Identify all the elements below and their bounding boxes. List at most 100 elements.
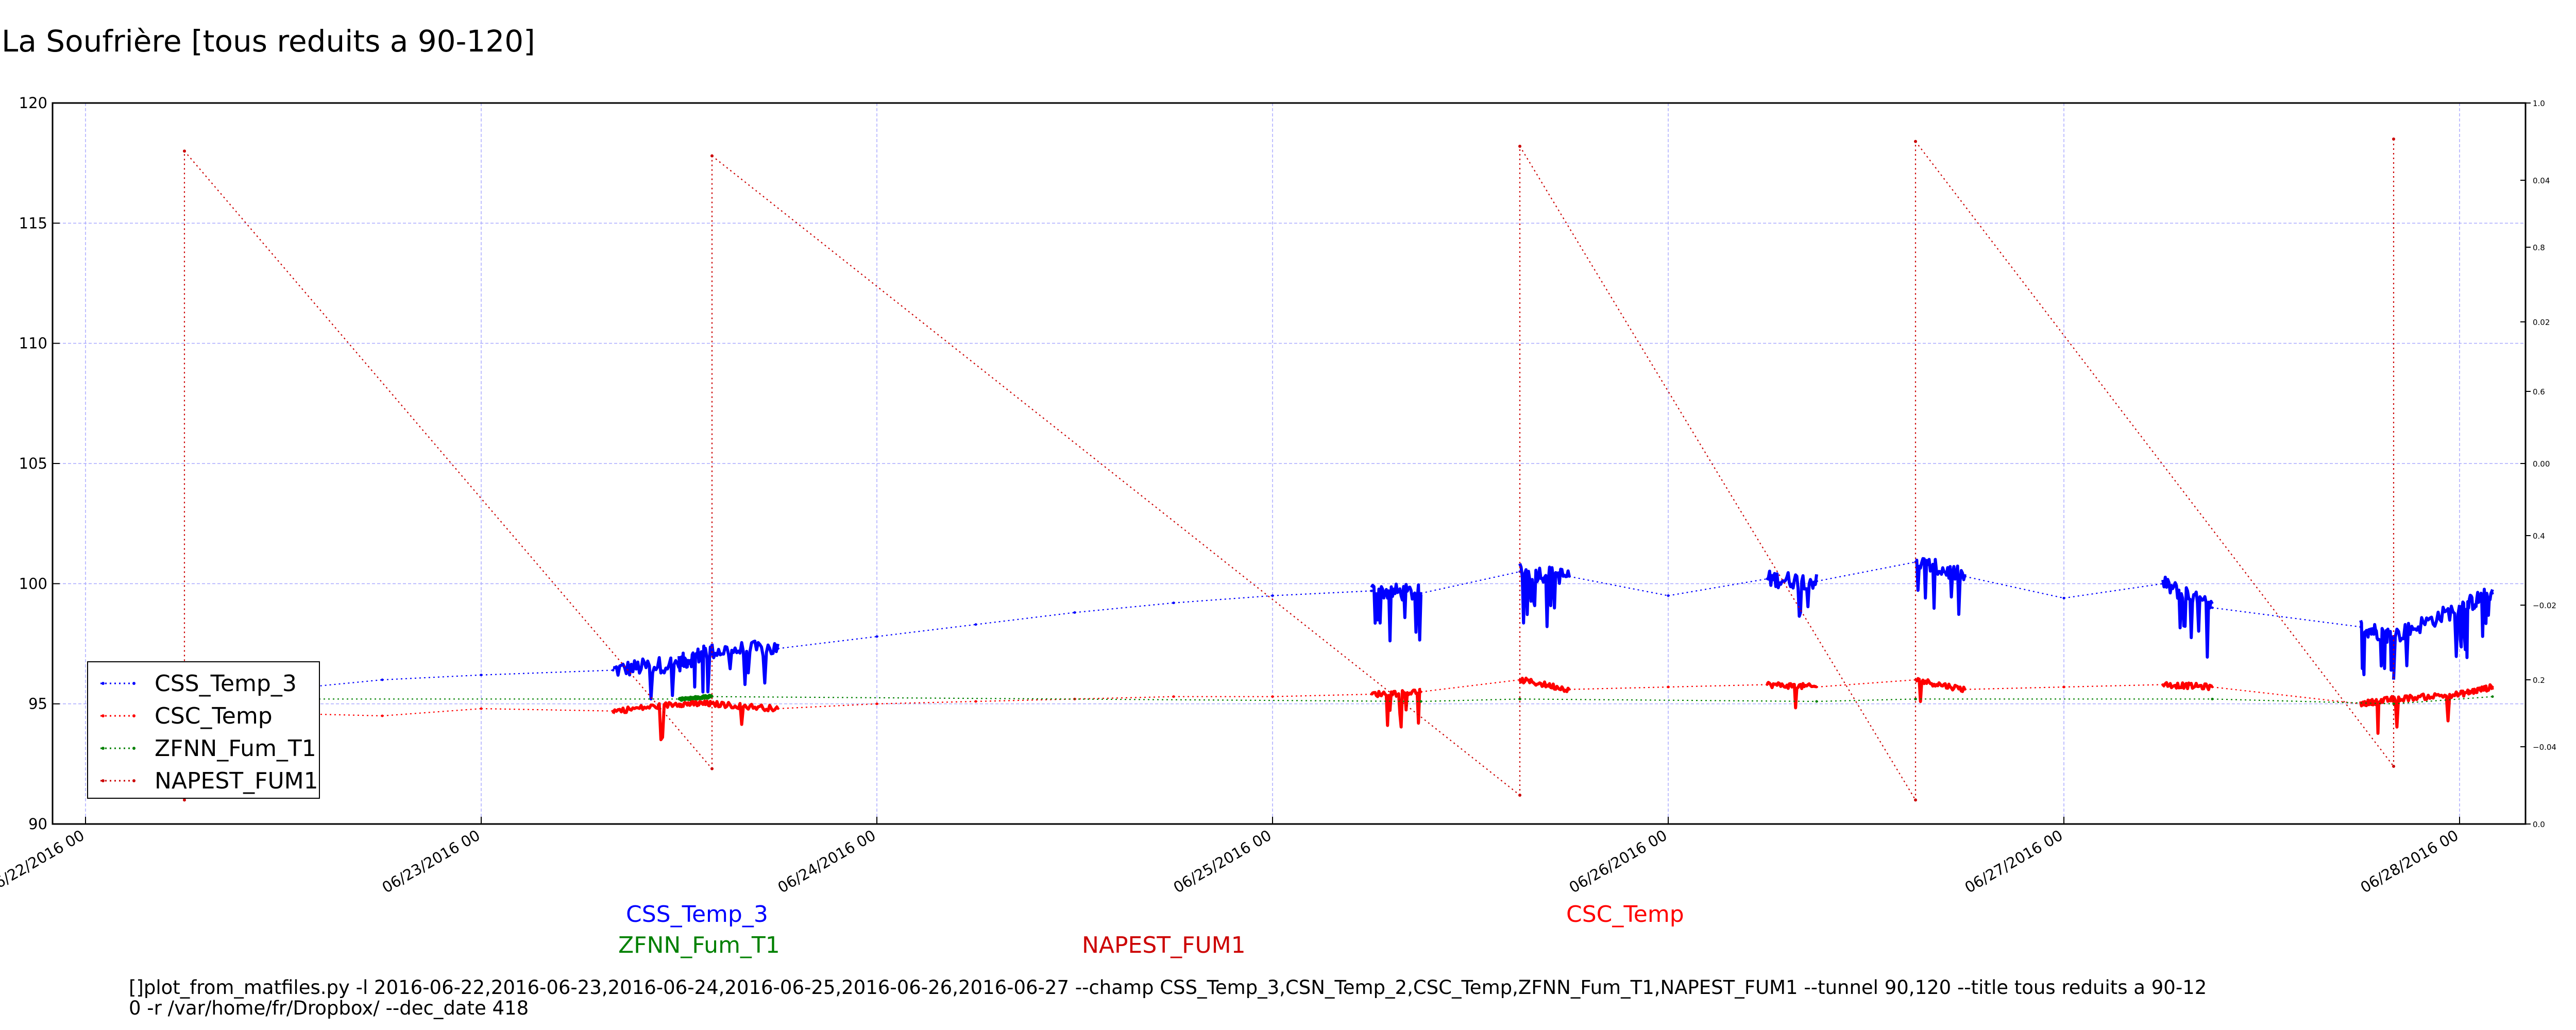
- right-inner-tick-label: 0.02: [2533, 318, 2550, 327]
- series-connector: [1074, 602, 1174, 613]
- data-point: [1914, 798, 1917, 802]
- series-line: [710, 639, 779, 686]
- series-line: [2392, 690, 2461, 729]
- x-tick-label: 06/27/2016 00: [1962, 827, 2066, 897]
- series-line: [2458, 683, 2494, 698]
- legend-marker: [101, 682, 105, 685]
- series-css-temp-3: [88, 557, 2494, 701]
- series-connector: [1272, 693, 1372, 697]
- series-line: [1518, 563, 1571, 628]
- legend-label: NAPEST_FUM1: [155, 768, 318, 794]
- data-point: [2491, 685, 2494, 689]
- data-point: [612, 710, 615, 713]
- y-tick-label: 95: [28, 695, 47, 713]
- series-connector: [1964, 576, 2064, 599]
- x-tick-label: 06/22/2016 00: [0, 827, 88, 897]
- label-napest-fum1: NAPEST_FUM1: [1082, 932, 1246, 958]
- legend-entry-csc-temp: CSC_Temp: [100, 703, 273, 729]
- data-point: [677, 697, 681, 700]
- data-point: [1518, 697, 1521, 700]
- data-point: [480, 707, 483, 710]
- command-line-2: 0 -r /var/home/fr/Dropbox/ --dec_date 41…: [129, 997, 529, 1019]
- data-point: [2161, 582, 2164, 585]
- data-point: [710, 767, 714, 770]
- series-csc-temp: [88, 676, 2494, 742]
- series-connector: [184, 150, 713, 769]
- series-line: [2161, 575, 2214, 659]
- data-point: [1370, 693, 1373, 696]
- right-tick-label: 0.2: [2533, 676, 2545, 685]
- data-point: [1419, 700, 1422, 703]
- series-connector: [481, 670, 614, 676]
- series-connector: [1816, 698, 1916, 702]
- right-tick-label: 1.0: [2533, 99, 2545, 108]
- series-napest-fum1: [183, 138, 2395, 802]
- data-point: [1766, 683, 1769, 686]
- data-point: [677, 661, 681, 664]
- series-line: [612, 701, 680, 742]
- legend-marker: [132, 682, 135, 685]
- series-connector: [777, 636, 877, 649]
- series-line: [1915, 557, 1967, 616]
- y-axis: 90 95 100 105 110 115 120: [19, 94, 60, 833]
- x-tick-label: 06/24/2016 00: [775, 827, 879, 897]
- series-connector: [2063, 684, 2163, 688]
- data-point: [1815, 700, 1818, 703]
- series-connector: [481, 708, 614, 712]
- legend-label: CSS_Temp_3: [155, 671, 297, 697]
- legend-marker: [101, 779, 105, 782]
- data-point: [1815, 580, 1818, 583]
- data-point: [1518, 145, 1521, 148]
- label-zfnn-fum-t1: ZFNN_Fum_T1: [618, 932, 780, 958]
- data-point: [1271, 695, 1274, 698]
- series-layer: [88, 138, 2494, 802]
- series-line: [711, 700, 779, 726]
- right-inner-tick-label: 0.04: [2533, 176, 2550, 185]
- series-line: [2359, 620, 2395, 677]
- data-point: [1419, 592, 1422, 595]
- series-line: [2161, 681, 2213, 691]
- series-line: [677, 699, 714, 709]
- data-point: [381, 678, 384, 681]
- data-point: [612, 668, 615, 672]
- y-tick-label: 90: [28, 815, 47, 833]
- data-point: [1667, 594, 1670, 597]
- series-connector: [382, 674, 482, 681]
- data-point: [2211, 685, 2214, 689]
- data-point: [1271, 594, 1274, 597]
- data-point: [1914, 697, 1917, 700]
- series-connector: [1569, 576, 1669, 596]
- legend-marker: [101, 747, 105, 750]
- y-tick-label: 120: [19, 94, 47, 112]
- data-point: [2211, 606, 2214, 609]
- data-point: [1172, 695, 1175, 698]
- data-point: [2211, 697, 2214, 700]
- x-tick-label: 06/23/2016 00: [379, 827, 483, 897]
- x-tick-label: 06/26/2016 00: [1566, 827, 1670, 897]
- legend-marker: [132, 779, 135, 782]
- series-connector: [1816, 561, 1916, 582]
- data-point: [2359, 625, 2362, 628]
- data-point: [1568, 688, 1571, 691]
- data-point: [875, 635, 878, 638]
- right-inner-tick-label: 0.00: [2533, 459, 2550, 469]
- series-connector: [1964, 686, 2064, 690]
- series-connector: [2212, 607, 2361, 628]
- series-connector: [1668, 578, 1768, 596]
- series-connector: [876, 624, 976, 638]
- series-line: [677, 694, 714, 702]
- series-connector: [777, 703, 877, 710]
- data-point: [2392, 702, 2395, 706]
- right-tick-label: 0.0: [2533, 820, 2545, 829]
- data-point: [710, 649, 714, 653]
- series-line: [613, 656, 681, 701]
- data-point: [381, 714, 384, 717]
- data-point: [776, 707, 779, 710]
- data-point: [1073, 611, 1076, 614]
- data-point: [776, 647, 779, 650]
- series-connector: [1519, 146, 1916, 800]
- legend-entry-css-temp-3: CSS_Temp_3: [100, 671, 297, 697]
- series-connector: [1569, 686, 1669, 690]
- series-line: [1370, 688, 1421, 729]
- series-connector: [1668, 684, 1768, 688]
